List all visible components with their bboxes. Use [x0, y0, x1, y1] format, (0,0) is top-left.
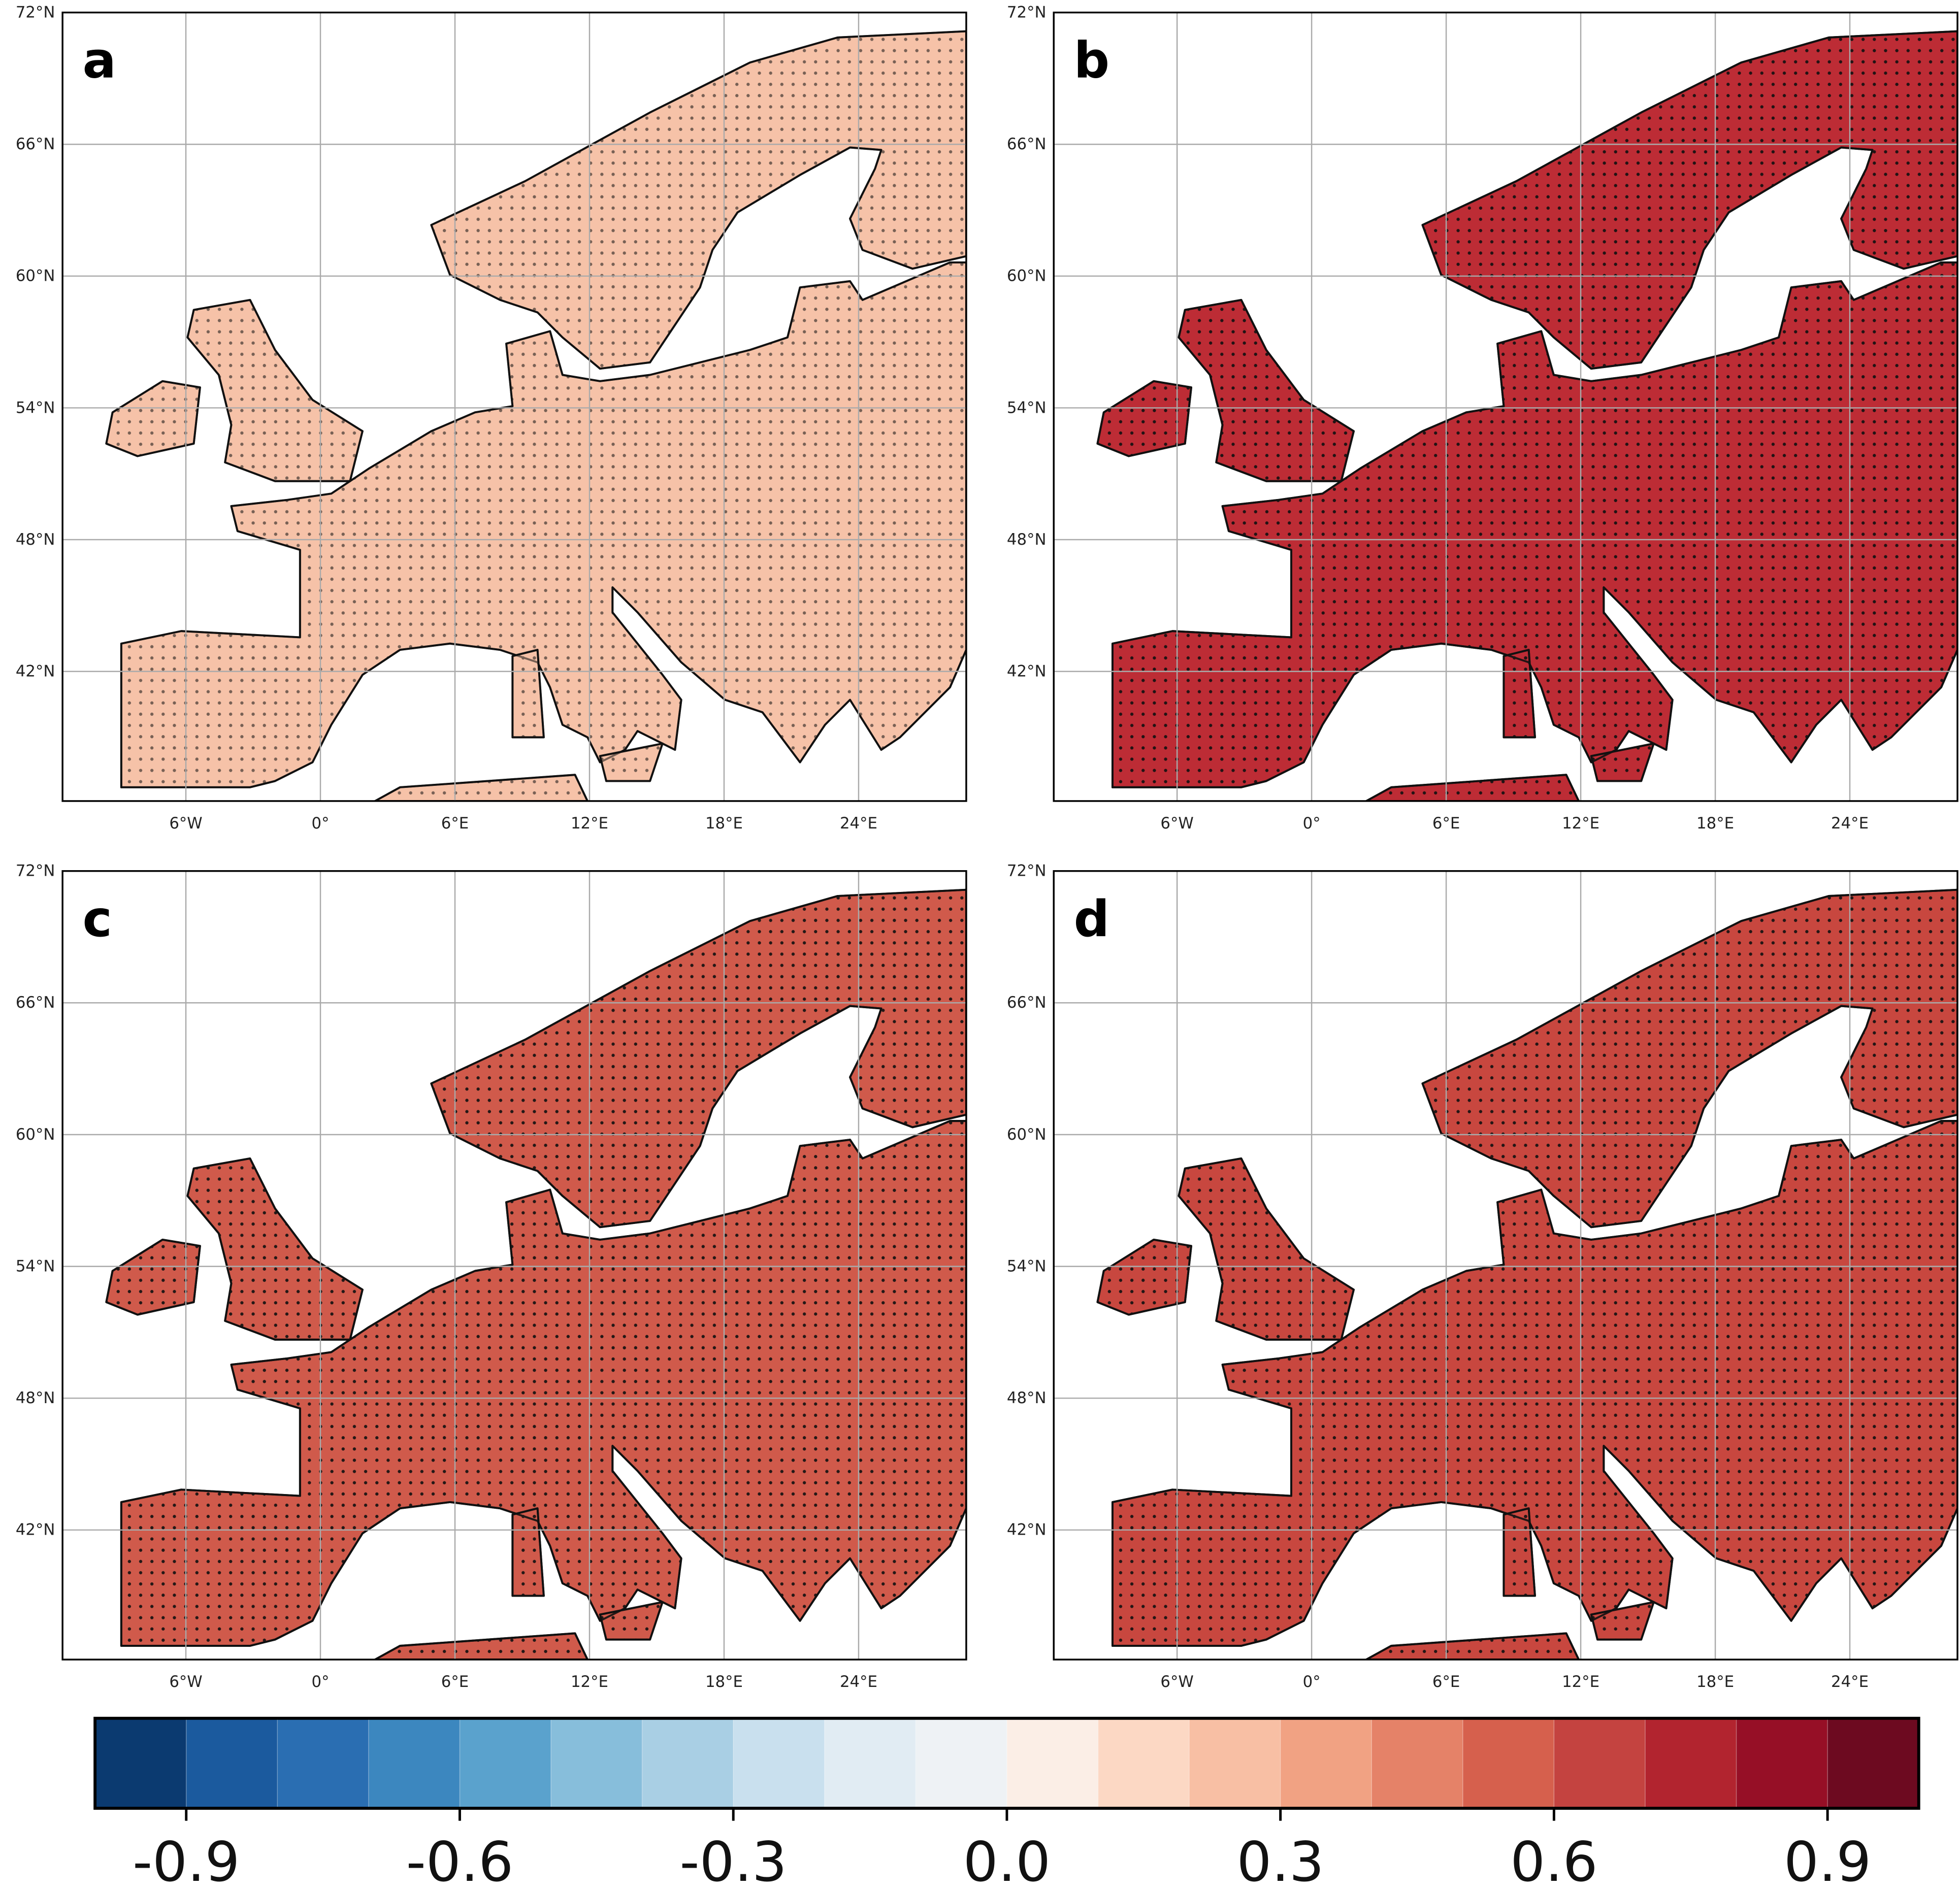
y-tick-label: 66°N	[16, 993, 55, 1012]
panel-frame	[61, 11, 967, 802]
map-panel: 6°W 0° 6°E 12°E 18°E 24°E 42°N 48°N 54°N 60°N 66°N…	[16, 3, 967, 833]
x-tick-label: 24°E	[840, 814, 877, 833]
x-tick-label: 6°E	[441, 814, 469, 833]
colorbar-swatch	[733, 1718, 826, 1809]
y-tick-label: 72°N	[16, 862, 55, 880]
colorbar: -0.9 -0.6 -0.3 0.0 0.3 0.6 0.9	[93, 1716, 1920, 1890]
x-tick-label: 24°E	[1831, 1673, 1869, 1691]
colorbar-swatch	[1280, 1718, 1373, 1809]
colorbar-tick-label: 0.6	[1510, 1830, 1597, 1890]
colorbar-swatch	[1736, 1718, 1828, 1809]
x-tick-label: 12°E	[571, 814, 608, 833]
y-tick-label: 48°N	[16, 1389, 55, 1407]
y-tick-label: 72°N	[1007, 3, 1047, 21]
x-tick-label: 18°E	[705, 1673, 743, 1691]
panel-label: b	[1074, 32, 1109, 90]
x-tick-label: 6°W	[169, 814, 202, 833]
x-tick-label: 0°	[312, 814, 330, 833]
x-tick-label: 24°E	[1831, 814, 1869, 833]
map-content	[62, 12, 966, 801]
y-tick-label: 54°N	[1007, 1257, 1047, 1275]
colorbar-swatch	[277, 1718, 370, 1809]
x-tick-label: 0°	[1303, 1673, 1321, 1691]
x-tick-label: 6°W	[1160, 814, 1193, 833]
y-tick-label: 54°N	[1007, 399, 1047, 417]
colorbar-swatch	[1098, 1718, 1190, 1809]
colorbar-swatch	[95, 1718, 187, 1809]
y-tick-label: 54°N	[16, 1257, 55, 1275]
colorbar-tick-label: -0.6	[406, 1830, 513, 1890]
colorbar-swatch	[1827, 1718, 1919, 1809]
x-tick-label: 24°E	[840, 1673, 877, 1691]
colorbar-swatch	[824, 1718, 917, 1809]
colorbar-tick-label: 0.3	[1237, 1830, 1324, 1890]
x-tick-label: 12°E	[1562, 814, 1599, 833]
x-tick-label: 6°W	[1160, 1673, 1193, 1691]
x-tick-label: 18°E	[1696, 1673, 1734, 1691]
x-tick-label: 6°E	[1432, 1673, 1460, 1691]
colorbar-swatch	[1189, 1718, 1281, 1809]
y-tick-label: 48°N	[16, 530, 55, 549]
colorbar-swatch	[642, 1718, 734, 1809]
x-tick-label: 6°E	[441, 1673, 469, 1691]
map-content	[1054, 12, 1958, 801]
colorbar-swatch	[916, 1718, 1008, 1809]
y-tick-label: 72°N	[16, 3, 55, 21]
colorbar-tick-label: 0.0	[963, 1830, 1051, 1890]
colorbar-tick-label: -0.3	[680, 1830, 787, 1890]
y-tick-label: 42°N	[1007, 662, 1047, 680]
y-tick-label: 60°N	[1007, 1125, 1047, 1144]
y-tick-label: 66°N	[1007, 993, 1047, 1012]
x-tick-label: 18°E	[705, 814, 743, 833]
colorbar-swatch	[1006, 1718, 1099, 1809]
y-tick-label: 54°N	[16, 399, 55, 417]
y-tick-label: 48°N	[1007, 1389, 1047, 1407]
map-panel: 6°W 0° 6°E 12°E 18°E 24°E 42°N 48°N 54°N 60°N 66°N…	[16, 862, 967, 1691]
x-tick-label: 18°E	[1696, 814, 1734, 833]
colorbar-swatch	[1371, 1718, 1464, 1809]
y-tick-label: 66°N	[1007, 135, 1047, 153]
panel-frame	[61, 870, 967, 1661]
y-tick-label: 48°N	[1007, 530, 1047, 549]
panel-frame	[1053, 870, 1958, 1661]
colorbar-swatch	[368, 1718, 461, 1809]
x-tick-label: 0°	[312, 1673, 330, 1691]
panel-label: d	[1074, 890, 1109, 948]
colorbar-swatch	[1554, 1718, 1646, 1809]
y-tick-label: 42°N	[1007, 1521, 1047, 1539]
colorbar-swatch	[1462, 1718, 1555, 1809]
x-tick-label: 12°E	[571, 1673, 608, 1691]
map-panel: 6°W 0° 6°E 12°E 18°E 24°E 42°N 48°N 54°N 60°N 66°N…	[1007, 862, 1958, 1691]
y-tick-label: 60°N	[1007, 267, 1047, 285]
panel-label: c	[83, 890, 112, 948]
x-tick-label: 12°E	[1562, 1673, 1599, 1691]
y-tick-label: 72°N	[1007, 862, 1047, 880]
x-tick-label: 6°W	[169, 1673, 202, 1691]
y-tick-label: 66°N	[16, 135, 55, 153]
x-tick-label: 6°E	[1432, 814, 1460, 833]
panel-frame	[1053, 11, 1958, 802]
y-tick-label: 60°N	[16, 267, 55, 285]
map-content	[1054, 871, 1958, 1660]
y-tick-label: 42°N	[16, 662, 55, 680]
y-tick-label: 42°N	[16, 1521, 55, 1539]
colorbar-tick-label: 0.9	[1784, 1830, 1871, 1890]
colorbar-swatch	[460, 1718, 552, 1809]
map-content	[62, 871, 966, 1660]
colorbar-swatch	[186, 1718, 278, 1809]
colorbar-swatch	[1645, 1718, 1737, 1809]
x-tick-label: 0°	[1303, 814, 1321, 833]
map-panel: 6°W 0° 6°E 12°E 18°E 24°E 42°N 48°N 54°N 60°N 66°N…	[1007, 3, 1958, 833]
colorbar-tick-label: -0.9	[133, 1830, 240, 1890]
y-tick-label: 60°N	[16, 1125, 55, 1144]
colorbar-swatch	[551, 1718, 643, 1809]
panel-label: a	[83, 32, 116, 90]
